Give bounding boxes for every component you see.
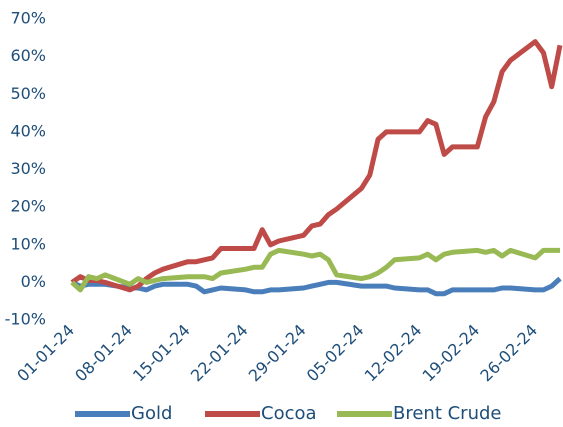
y-tick-label: 30% [10, 159, 46, 178]
x-tick-label: 01-01-24 [13, 321, 78, 386]
y-tick-label: 50% [10, 84, 46, 103]
line-series [70, 276, 562, 297]
y-tick-label: 0% [21, 272, 46, 291]
x-tick-label: 19-02-24 [419, 321, 484, 386]
y-tick-label: 70% [10, 9, 46, 28]
y-tick-label: 20% [10, 197, 46, 216]
legend-label: Cocoa [261, 403, 317, 424]
x-tick-label: 22-01-24 [187, 321, 252, 386]
y-tick-label: 10% [10, 234, 46, 253]
x-tick-label: 05-02-24 [303, 321, 368, 386]
y-tick-label: -10% [5, 310, 46, 329]
legend-label: Brent Crude [393, 403, 502, 424]
x-tick-label: 26-02-24 [476, 321, 541, 386]
x-tick-label: 29-01-24 [245, 321, 310, 386]
line-series [70, 39, 563, 293]
line-series [70, 247, 560, 293]
x-tick-label: 15-01-24 [129, 321, 194, 386]
y-tick-label: 40% [10, 121, 46, 140]
y-tick-label: 60% [10, 46, 46, 65]
legend-label: Gold [131, 403, 172, 424]
x-tick-label: 08-01-24 [71, 321, 136, 386]
x-tick-label: 12-02-24 [361, 321, 426, 386]
